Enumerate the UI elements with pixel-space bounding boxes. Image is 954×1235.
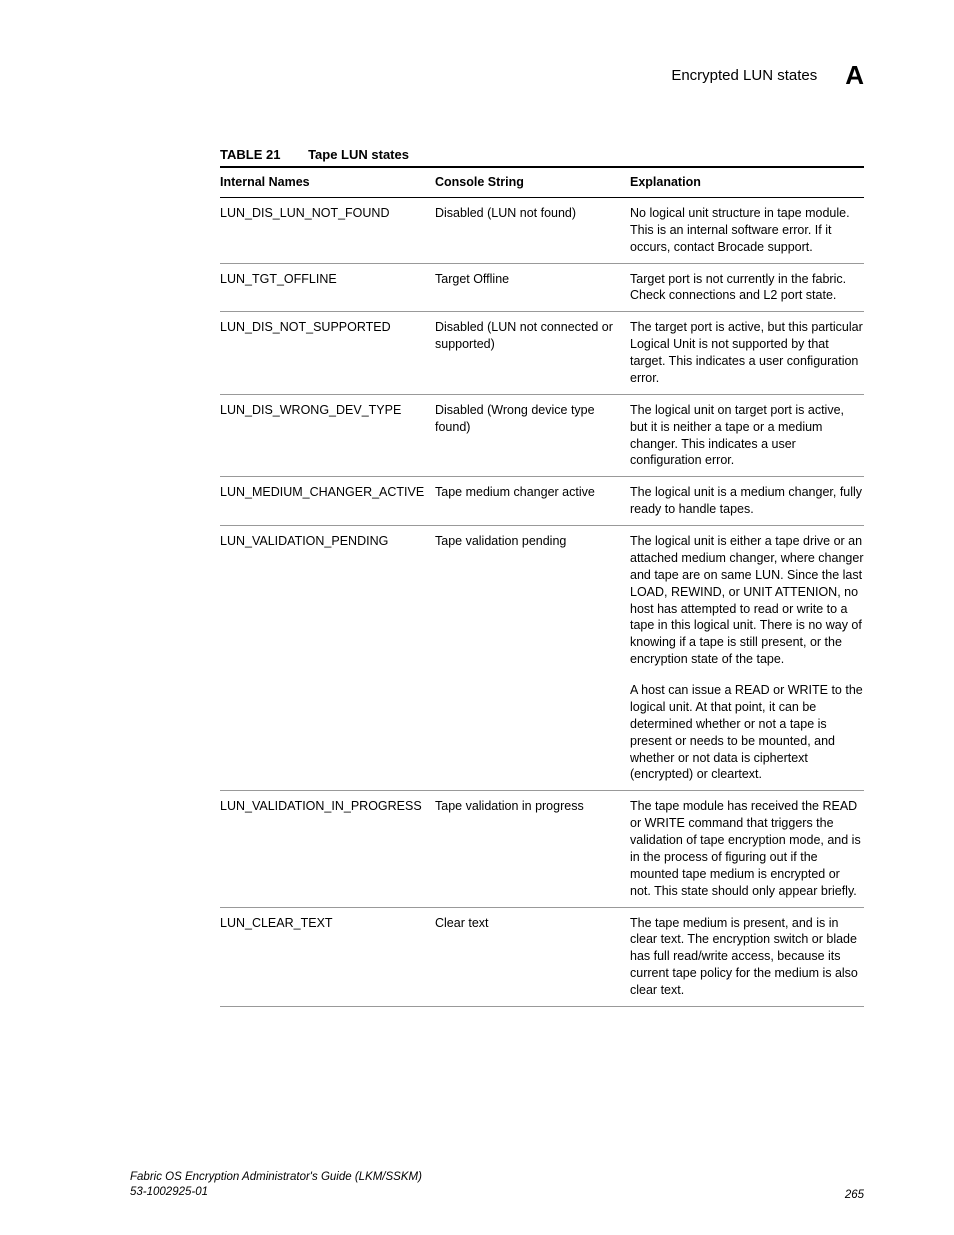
cell-explanation: The tape medium is present, and is in cl… — [630, 907, 864, 1006]
cell-internal: LUN_VALIDATION_IN_PROGRESS — [220, 791, 435, 907]
cell-explanation: The logical unit is either a tape drive … — [630, 526, 864, 791]
table-row: LUN_TGT_OFFLINE Target Offline Target po… — [220, 263, 864, 312]
cell-console: Disabled (LUN not found) — [435, 197, 630, 263]
cell-console: Disabled (Wrong device type found) — [435, 394, 630, 477]
col-header-console: Console String — [435, 167, 630, 197]
table-row: LUN_DIS_NOT_SUPPORTED Disabled (LUN not … — [220, 312, 864, 395]
explanation-p2: A host can issue a READ or WRITE to the … — [630, 683, 863, 781]
cell-console: Tape validation pending — [435, 526, 630, 791]
cell-console: Target Offline — [435, 263, 630, 312]
cell-explanation: The logical unit on target port is activ… — [630, 394, 864, 477]
footer-left: Fabric OS Encryption Administrator's Gui… — [130, 1170, 422, 1201]
table-header-row: Internal Names Console String Explanatio… — [220, 167, 864, 197]
explanation-p1: The logical unit is either a tape drive … — [630, 534, 863, 666]
table-caption: TABLE 21 Tape LUN states — [220, 147, 864, 162]
cell-console: Disabled (LUN not connected or supported… — [435, 312, 630, 395]
cell-explanation: The tape module has received the READ or… — [630, 791, 864, 907]
cell-explanation: Target port is not currently in the fabr… — [630, 263, 864, 312]
cell-internal: LUN_TGT_OFFLINE — [220, 263, 435, 312]
col-header-explanation: Explanation — [630, 167, 864, 197]
cell-internal: LUN_DIS_WRONG_DEV_TYPE — [220, 394, 435, 477]
cell-internal: LUN_DIS_NOT_SUPPORTED — [220, 312, 435, 395]
section-title: Encrypted LUN states — [671, 67, 817, 84]
lun-states-table: Internal Names Console String Explanatio… — [220, 166, 864, 1007]
cell-explanation: No logical unit structure in tape module… — [630, 197, 864, 263]
footer-guide-title: Fabric OS Encryption Administrator's Gui… — [130, 1171, 422, 1183]
table-row: LUN_CLEAR_TEXT Clear text The tape mediu… — [220, 907, 864, 1006]
appendix-letter: A — [845, 60, 864, 91]
table-label: TABLE 21 — [220, 147, 280, 162]
footer-doc-number: 53-1002925-01 — [130, 1186, 208, 1198]
table-row: LUN_DIS_WRONG_DEV_TYPE Disabled (Wrong d… — [220, 394, 864, 477]
cell-explanation: The target port is active, but this part… — [630, 312, 864, 395]
table-row: LUN_MEDIUM_CHANGER_ACTIVE Tape medium ch… — [220, 477, 864, 526]
cell-console: Tape validation in progress — [435, 791, 630, 907]
table-title: Tape LUN states — [308, 147, 409, 162]
col-header-internal: Internal Names — [220, 167, 435, 197]
cell-internal: LUN_DIS_LUN_NOT_FOUND — [220, 197, 435, 263]
cell-internal: LUN_VALIDATION_PENDING — [220, 526, 435, 791]
page-footer: Fabric OS Encryption Administrator's Gui… — [130, 1170, 864, 1201]
cell-internal: LUN_MEDIUM_CHANGER_ACTIVE — [220, 477, 435, 526]
table-row: LUN_VALIDATION_PENDING Tape validation p… — [220, 526, 864, 791]
footer-page-number: 265 — [845, 1189, 864, 1201]
page-header: Encrypted LUN states A — [130, 60, 864, 91]
cell-explanation: The logical unit is a medium changer, fu… — [630, 477, 864, 526]
table-row: LUN_DIS_LUN_NOT_FOUND Disabled (LUN not … — [220, 197, 864, 263]
table-row: LUN_VALIDATION_IN_PROGRESS Tape validati… — [220, 791, 864, 907]
cell-console: Tape medium changer active — [435, 477, 630, 526]
cell-console: Clear text — [435, 907, 630, 1006]
cell-internal: LUN_CLEAR_TEXT — [220, 907, 435, 1006]
